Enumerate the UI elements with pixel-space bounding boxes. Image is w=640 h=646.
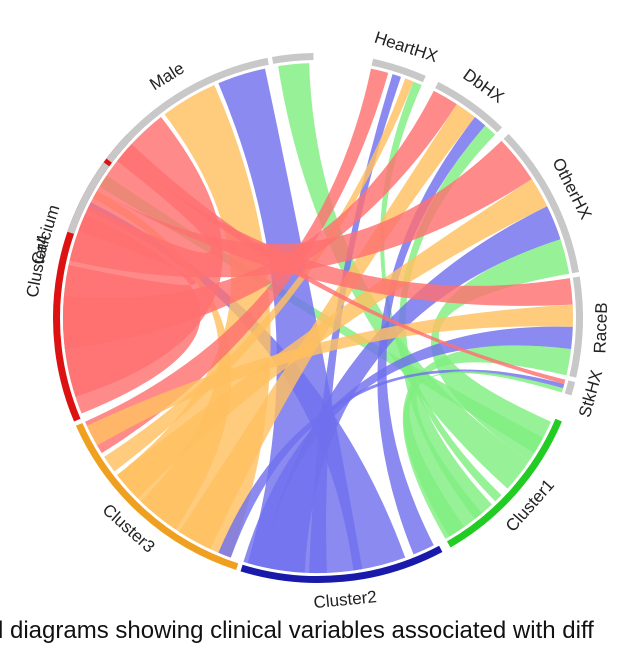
arc-heart_gap	[271, 53, 314, 64]
label-race: RaceB	[590, 302, 611, 354]
label-male: Male	[146, 58, 187, 94]
ribbon-9	[309, 74, 402, 574]
ribbon-20	[97, 154, 573, 306]
ribbon-5	[117, 85, 271, 558]
ribbon-21	[86, 304, 574, 446]
label-c2: Cluster2	[313, 587, 378, 612]
ribbon-1	[86, 202, 406, 571]
arc-c2	[240, 545, 443, 583]
ribbon-18	[260, 206, 561, 573]
arc-stk	[564, 380, 576, 396]
figure-caption: l diagrams showing clinical variables as…	[0, 617, 594, 644]
arc-c1	[446, 418, 562, 548]
ribbon-17	[117, 179, 548, 499]
ribbon-7	[278, 63, 530, 489]
arc-male	[106, 57, 269, 163]
ribbon-16	[69, 140, 532, 278]
label-calcium: Calcium	[27, 203, 63, 267]
ribbon-12	[63, 90, 457, 350]
arc-heart	[371, 58, 426, 83]
arc-other	[503, 133, 579, 274]
arc-db	[435, 81, 503, 133]
ribbon-22	[243, 326, 573, 567]
ribbon-23	[402, 345, 572, 539]
arc-calcium_arc	[67, 162, 110, 235]
arc-race	[569, 276, 583, 378]
label-heart: HeartHX	[372, 28, 440, 66]
segment-arcs	[53, 53, 583, 583]
label-stk: StkHX	[575, 368, 606, 420]
chord-ribbons	[63, 63, 574, 574]
ribbon-26	[403, 371, 564, 537]
arc-c3	[75, 422, 239, 571]
